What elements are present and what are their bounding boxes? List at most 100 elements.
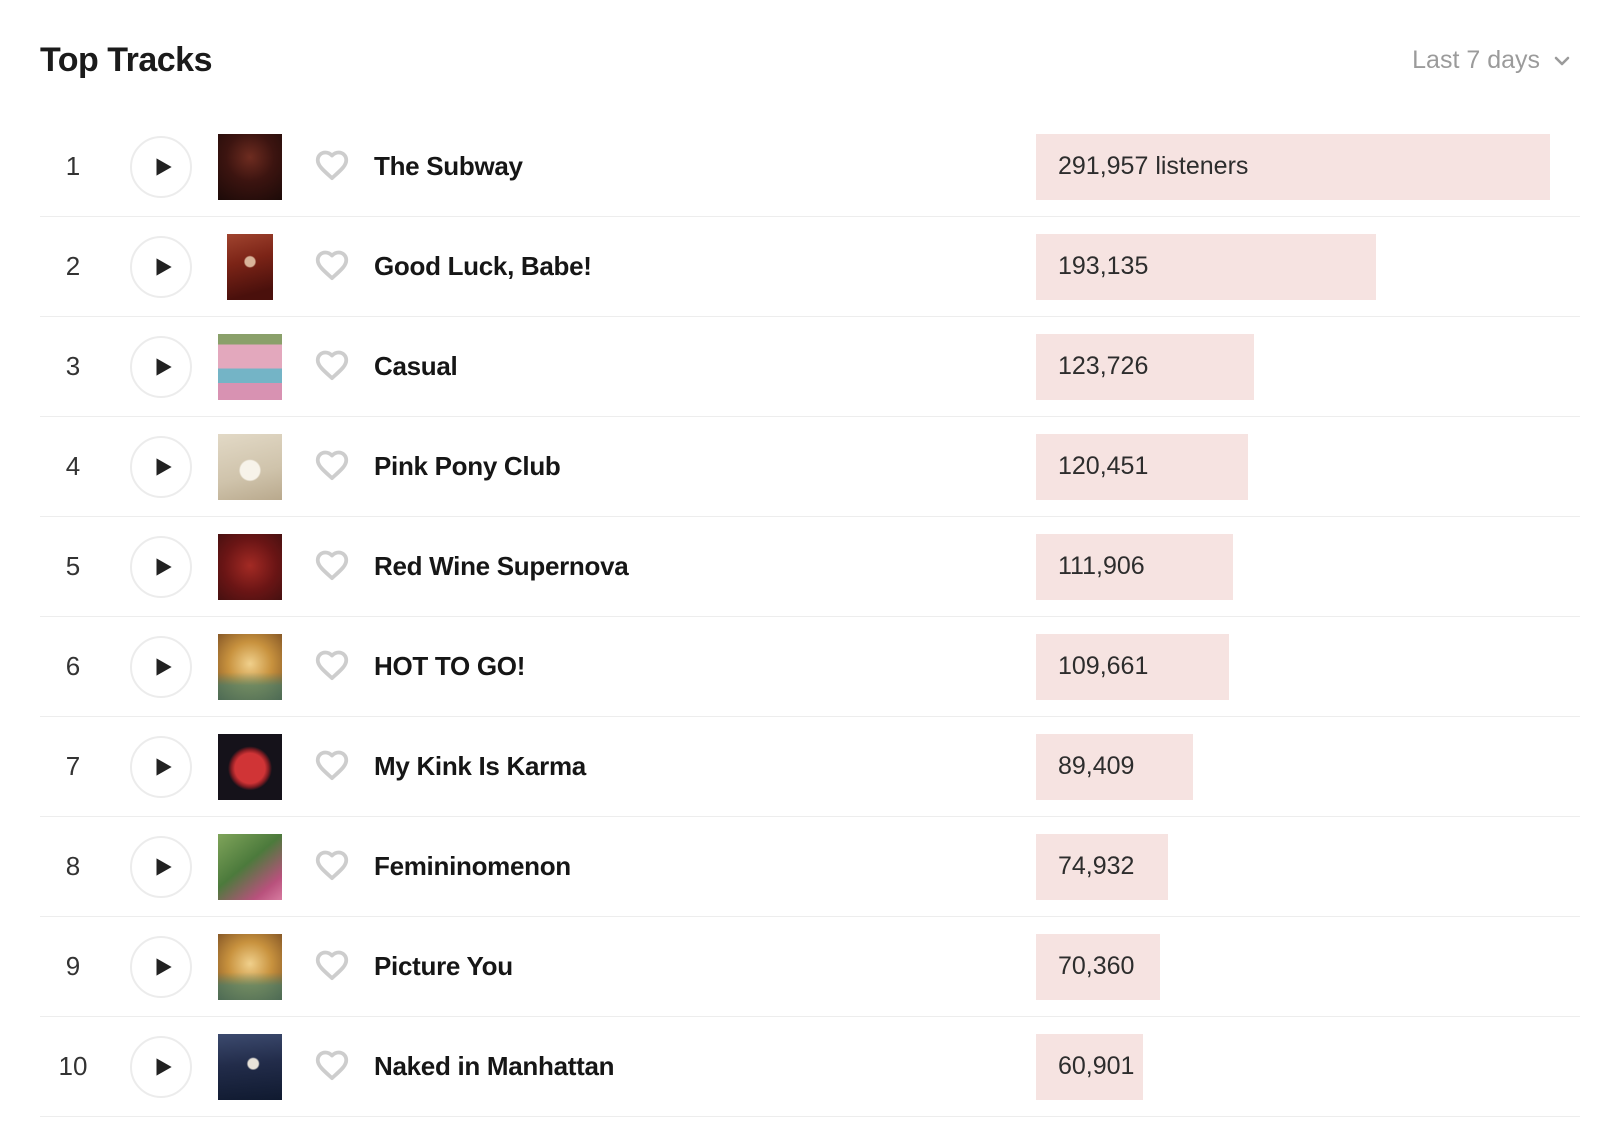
play-icon <box>146 654 176 680</box>
play-icon <box>146 554 176 580</box>
track-rank: 2 <box>65 251 81 281</box>
album-art[interactable] <box>218 533 282 600</box>
track-rank: 4 <box>65 451 81 481</box>
play-icon <box>146 954 176 980</box>
listener-bar: 89,409 <box>1036 733 1193 800</box>
time-range-label: Last 7 days <box>1412 46 1540 74</box>
listener-bar: 120,451 <box>1036 433 1248 500</box>
track-rank: 6 <box>65 651 81 681</box>
listener-count: 74,932 <box>1058 852 1135 880</box>
album-art-image <box>218 833 282 900</box>
track-row: 8 Femininomenon 74,932 <box>40 817 1580 917</box>
listener-bar: 70,360 <box>1036 933 1160 1000</box>
album-art[interactable] <box>218 933 282 1000</box>
play-button[interactable] <box>130 935 192 998</box>
listener-bar-region: 111,906 <box>1036 533 1550 600</box>
love-button[interactable] <box>312 1047 352 1087</box>
track-row: 10 Naked in Manhattan 60,901 <box>40 1017 1580 1117</box>
play-button[interactable] <box>130 835 192 898</box>
listener-bar: 193,135 <box>1036 233 1376 300</box>
heart-outline-icon <box>313 246 351 287</box>
album-art-image <box>218 633 282 700</box>
listener-bar: 74,932 <box>1036 833 1168 900</box>
listener-bar-region: 74,932 <box>1036 833 1550 900</box>
listener-count: 60,901 <box>1058 1052 1135 1080</box>
track-title[interactable]: The Subway <box>374 151 523 181</box>
album-art-image <box>218 533 282 600</box>
panel-header: Top Tracks Last 7 days <box>40 0 1580 117</box>
play-button[interactable] <box>130 235 192 298</box>
love-button[interactable] <box>312 747 352 787</box>
play-icon <box>146 1054 176 1080</box>
album-art[interactable] <box>218 133 282 200</box>
play-icon <box>146 354 176 380</box>
love-button[interactable] <box>312 447 352 487</box>
album-art[interactable] <box>218 733 282 800</box>
listener-count: 123,726 <box>1058 352 1149 380</box>
album-art[interactable] <box>218 233 282 300</box>
track-list: 1 The Subway 291,957 listeners 2 <box>40 117 1580 1117</box>
time-range-dropdown[interactable]: Last 7 days <box>1406 45 1580 76</box>
love-button[interactable] <box>312 647 352 687</box>
track-title[interactable]: Naked in Manhattan <box>374 1051 615 1081</box>
track-rank: 5 <box>65 551 81 581</box>
love-button[interactable] <box>312 347 352 387</box>
play-button[interactable] <box>130 435 192 498</box>
album-art[interactable] <box>218 633 282 700</box>
heart-outline-icon <box>313 746 351 787</box>
listener-bar-region: 291,957 listeners <box>1036 133 1550 200</box>
track-row: 4 Pink Pony Club 120,451 <box>40 417 1580 517</box>
heart-outline-icon <box>313 646 351 687</box>
listener-bar: 60,901 <box>1036 1033 1143 1100</box>
album-art[interactable] <box>218 1033 282 1100</box>
track-title[interactable]: Casual <box>374 351 458 381</box>
track-title[interactable]: HOT TO GO! <box>374 651 526 681</box>
listener-bar-region: 193,135 <box>1036 233 1550 300</box>
album-art-image <box>227 233 273 300</box>
listener-bar: 291,957 listeners <box>1036 133 1550 200</box>
track-row: 7 My Kink Is Karma 89,409 <box>40 717 1580 817</box>
track-rank: 3 <box>65 351 81 381</box>
album-art[interactable] <box>218 333 282 400</box>
love-button[interactable] <box>312 947 352 987</box>
play-button[interactable] <box>130 535 192 598</box>
play-button[interactable] <box>130 135 192 198</box>
chevron-down-icon <box>1550 49 1574 73</box>
track-title[interactable]: Pink Pony Club <box>374 451 561 481</box>
play-button[interactable] <box>130 335 192 398</box>
play-button[interactable] <box>130 1035 192 1098</box>
album-art[interactable] <box>218 833 282 900</box>
track-title[interactable]: Picture You <box>374 951 513 981</box>
track-title[interactable]: Femininomenon <box>374 851 571 881</box>
track-title[interactable]: My Kink Is Karma <box>374 751 586 781</box>
listener-bar-region: 123,726 <box>1036 333 1550 400</box>
play-button[interactable] <box>130 635 192 698</box>
listener-count: 120,451 <box>1058 452 1149 480</box>
listener-count: 70,360 <box>1058 952 1135 980</box>
listener-bar-region: 120,451 <box>1036 433 1550 500</box>
album-art-image <box>218 433 282 500</box>
love-button[interactable] <box>312 547 352 587</box>
track-rank: 10 <box>58 1051 88 1081</box>
play-button[interactable] <box>130 735 192 798</box>
track-title[interactable]: Good Luck, Babe! <box>374 251 592 281</box>
listener-bar-region: 70,360 <box>1036 933 1550 1000</box>
love-button[interactable] <box>312 247 352 287</box>
track-title[interactable]: Red Wine Supernova <box>374 551 629 581</box>
listener-count: 109,661 <box>1058 652 1149 680</box>
listener-bar-region: 60,901 <box>1036 1033 1550 1100</box>
track-row: 5 Red Wine Supernova 111,906 <box>40 517 1580 617</box>
love-button[interactable] <box>312 147 352 187</box>
track-rank: 8 <box>65 851 81 881</box>
listener-bar-region: 109,661 <box>1036 633 1550 700</box>
heart-outline-icon <box>313 146 351 187</box>
play-icon <box>146 854 176 880</box>
track-row: 9 Picture You 70,360 <box>40 917 1580 1017</box>
album-art[interactable] <box>218 433 282 500</box>
heart-outline-icon <box>313 846 351 887</box>
play-icon <box>146 454 176 480</box>
album-art-image <box>218 1033 282 1100</box>
play-icon <box>146 754 176 780</box>
page-title: Top Tracks <box>40 41 213 79</box>
love-button[interactable] <box>312 847 352 887</box>
